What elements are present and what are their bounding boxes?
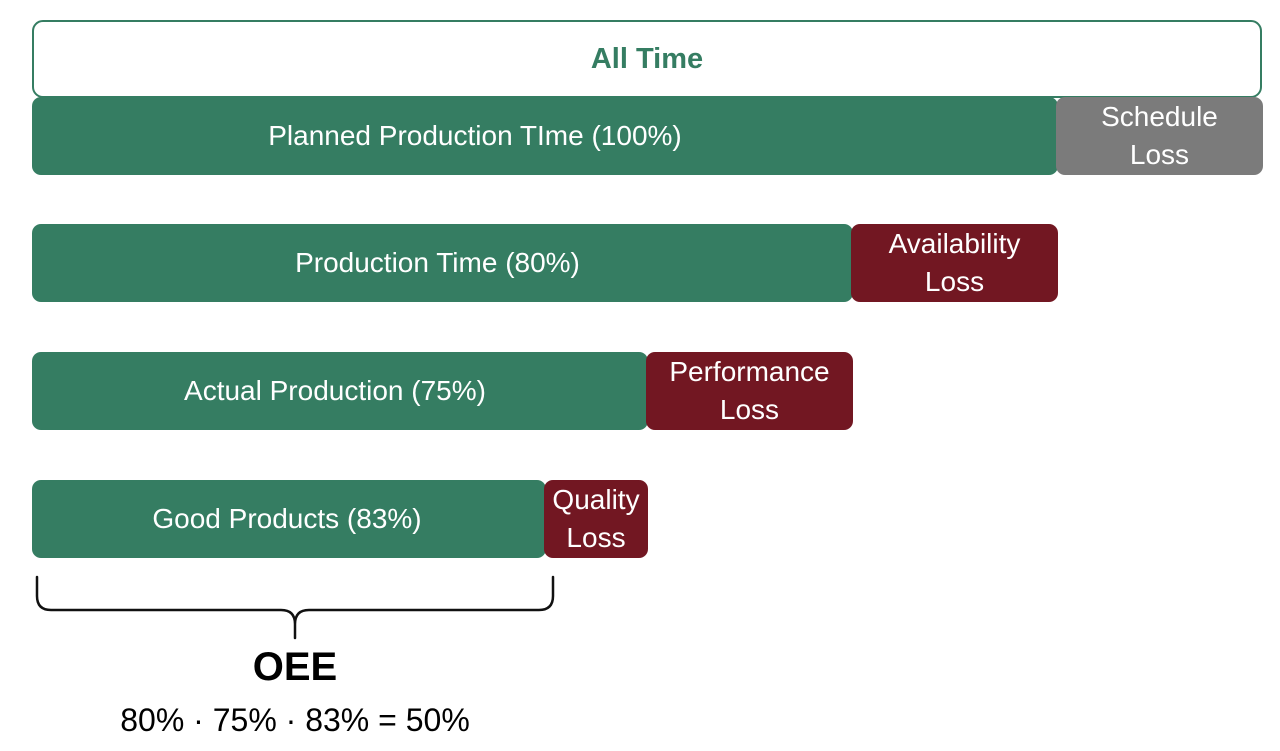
good-products-bar: Good Products (83%)	[32, 480, 546, 558]
quality-loss-bar: Quality Loss	[544, 480, 648, 558]
all-time-box: All Time	[32, 20, 1262, 98]
oee-formula: 80% · 75% · 83% = 50%	[120, 702, 470, 738]
planned-production-label: Planned Production TIme (100%)	[268, 120, 682, 151]
planned-production-bar: Planned Production TIme (100%)	[32, 97, 1058, 175]
schedule-loss-label: Schedule Loss	[1101, 101, 1218, 170]
production-time-label: Production Time (80%)	[295, 247, 580, 278]
all-time-label: All Time	[590, 43, 704, 75]
quality-loss-label: Quality Loss	[552, 484, 640, 553]
performance-loss-label: Performance Loss	[669, 356, 830, 425]
oee-title: OEE	[252, 645, 338, 689]
actual-production-bar: Actual Production (75%)	[32, 352, 648, 430]
oee-brace	[35, 575, 555, 640]
production-time-bar: Production Time (80%)	[32, 224, 853, 302]
performance-loss-bar: Performance Loss	[646, 352, 853, 430]
availability-loss-label: Availability Loss	[888, 228, 1021, 297]
schedule-loss-bar: Schedule Loss	[1056, 97, 1263, 175]
good-products-label: Good Products (83%)	[152, 503, 422, 534]
availability-loss-bar: Availability Loss	[851, 224, 1058, 302]
actual-production-label: Actual Production (75%)	[184, 375, 486, 406]
